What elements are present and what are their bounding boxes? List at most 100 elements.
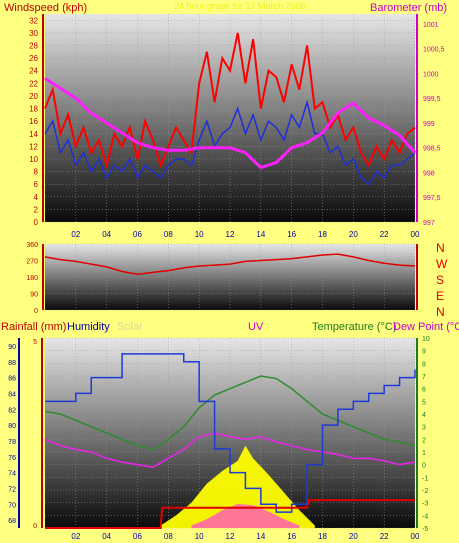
series-group (44, 353, 416, 529)
x-tick-label: 04 (102, 230, 111, 239)
humidity-tick-label: 90 (8, 344, 16, 351)
left-tick-label: 0 (34, 308, 38, 315)
left-tick-label: 14 (29, 130, 38, 139)
humidity-tick-label: 86 (8, 376, 16, 383)
plot-area (45, 14, 415, 222)
compass-label: N (436, 305, 445, 319)
rain-line (45, 499, 415, 529)
compass-label: E (436, 289, 444, 303)
x-tick-label: 08 (164, 532, 173, 541)
left-tick-label: 24 (29, 67, 38, 76)
right-tick-labels: 997 997,5 998 998,5 999 999,5 1000 1000,5 1001 (423, 22, 445, 227)
temperature-tick-label: -3 (422, 501, 428, 508)
graph-title: 24 hour graph for 17 March 2006 (174, 1, 306, 11)
x-tick-label: 16 (287, 230, 296, 239)
temperature-tick-label: 2 (422, 437, 426, 444)
humidity-tick-label: 80 (8, 423, 16, 430)
temperature-tick-label: 8 (422, 361, 426, 368)
x-tick-label: 08 (164, 230, 173, 239)
temperature-tick-label: 6 (422, 387, 426, 394)
x-tick-label: 10 (195, 230, 204, 239)
gust-line (44, 32, 416, 170)
humidity-tick-label: 72 (8, 486, 16, 493)
left-tick-label: 10 (29, 155, 38, 164)
left-tick-label: 2 (34, 205, 39, 214)
humidity-tick-label: 78 (8, 439, 16, 446)
temperature-line (44, 375, 416, 451)
uv-area (191, 503, 300, 528)
right-tick-label: 999,5 (423, 96, 441, 103)
uv-title: UV (248, 321, 264, 333)
barometer-title: Barometer (mb) (370, 2, 447, 14)
temperature-tick-label: 4 (422, 412, 426, 419)
rainfall-title: Rainfall (mm) (1, 321, 66, 333)
humidity-tick-label: 70 (8, 502, 16, 509)
series-group (44, 253, 416, 276)
x-tick-labels: 02 04 06 08 10 12 14 16 18 20 22 00 (71, 230, 420, 239)
temperature-tick-label: 5 (422, 399, 426, 406)
temperature-tick-label: -2 (422, 488, 428, 495)
average-line (44, 99, 416, 186)
humidity-tick-label: 68 (8, 518, 16, 525)
left-tick-label: 360 (26, 242, 38, 249)
series-group (44, 32, 417, 186)
temperature-tick-label: 10 (422, 336, 430, 343)
x-tick-label: 20 (349, 230, 358, 239)
dewpoint-line (44, 432, 416, 468)
humidity-tick-label: 84 (8, 391, 16, 398)
temperature-tick-label: -4 (422, 513, 428, 520)
x-tick-label: 04 (102, 532, 111, 541)
rain-tick-labels: 50 (33, 339, 37, 530)
temperature-tick-label: -1 (422, 475, 428, 482)
x-tick-label: 00 (411, 532, 420, 541)
left-tick-label: 4 (34, 193, 39, 202)
left-tick-label: 90 (30, 292, 38, 299)
x-tick-label: 12 (226, 532, 235, 541)
x-tick-label: 22 (380, 230, 389, 239)
direction-line (44, 253, 416, 276)
wind-title: Windspeed (kph) (4, 2, 87, 14)
left-tick-label: 20 (29, 92, 38, 101)
temperature-title: Temperature (°C) (312, 321, 396, 333)
right-tick-label: 1000,5 (423, 47, 445, 54)
x-tick-label: 06 (133, 230, 142, 239)
x-tick-label: 14 (256, 230, 265, 239)
x-tick-label: 20 (349, 532, 358, 541)
temperature-tick-label: 9 (422, 349, 426, 356)
x-tick-label: 18 (318, 230, 327, 239)
compass-label: N (436, 241, 445, 255)
left-tick-label: 22 (29, 79, 38, 88)
humidity-tick-label: 88 (8, 360, 16, 367)
temperature-tick-label: 0 (422, 463, 426, 470)
grid-lines (45, 243, 416, 311)
compass-label: S (436, 273, 444, 287)
right-tick-label: 999 (423, 121, 435, 128)
temperature-tick-label: 1 (422, 450, 426, 457)
x-tick-label: 14 (256, 532, 265, 541)
right-tick-label: 1000 (423, 71, 439, 78)
left-tick-label: 18 (29, 105, 38, 114)
right-tick-label: 998,5 (423, 146, 441, 153)
x-tick-label: 18 (318, 532, 327, 541)
humidity-tick-labels: 68 70 72 74 76 78 80 82 84 86 88 90 (8, 344, 16, 525)
x-tick-label: 22 (380, 532, 389, 541)
left-tick-label: 180 (26, 275, 38, 282)
x-tick-label: 00 (411, 230, 420, 239)
x-tick-label: 02 (71, 230, 80, 239)
left-tick-labels: 0 90 180 270 360 (26, 242, 38, 315)
left-tick-label: 28 (29, 42, 38, 51)
compass-label: W (436, 257, 448, 271)
right-tick-label: 998 (423, 170, 435, 177)
left-tick-label: 12 (29, 142, 38, 151)
solar-title: Solar (117, 321, 143, 333)
left-tick-label: 6 (34, 180, 39, 189)
right-tick-label: 997 (423, 220, 435, 227)
left-tick-label: 32 (29, 16, 38, 25)
left-tick-label: 16 (29, 117, 38, 126)
humidity-tick-label: 76 (8, 455, 16, 462)
temperature-tick-label: 3 (422, 425, 426, 432)
